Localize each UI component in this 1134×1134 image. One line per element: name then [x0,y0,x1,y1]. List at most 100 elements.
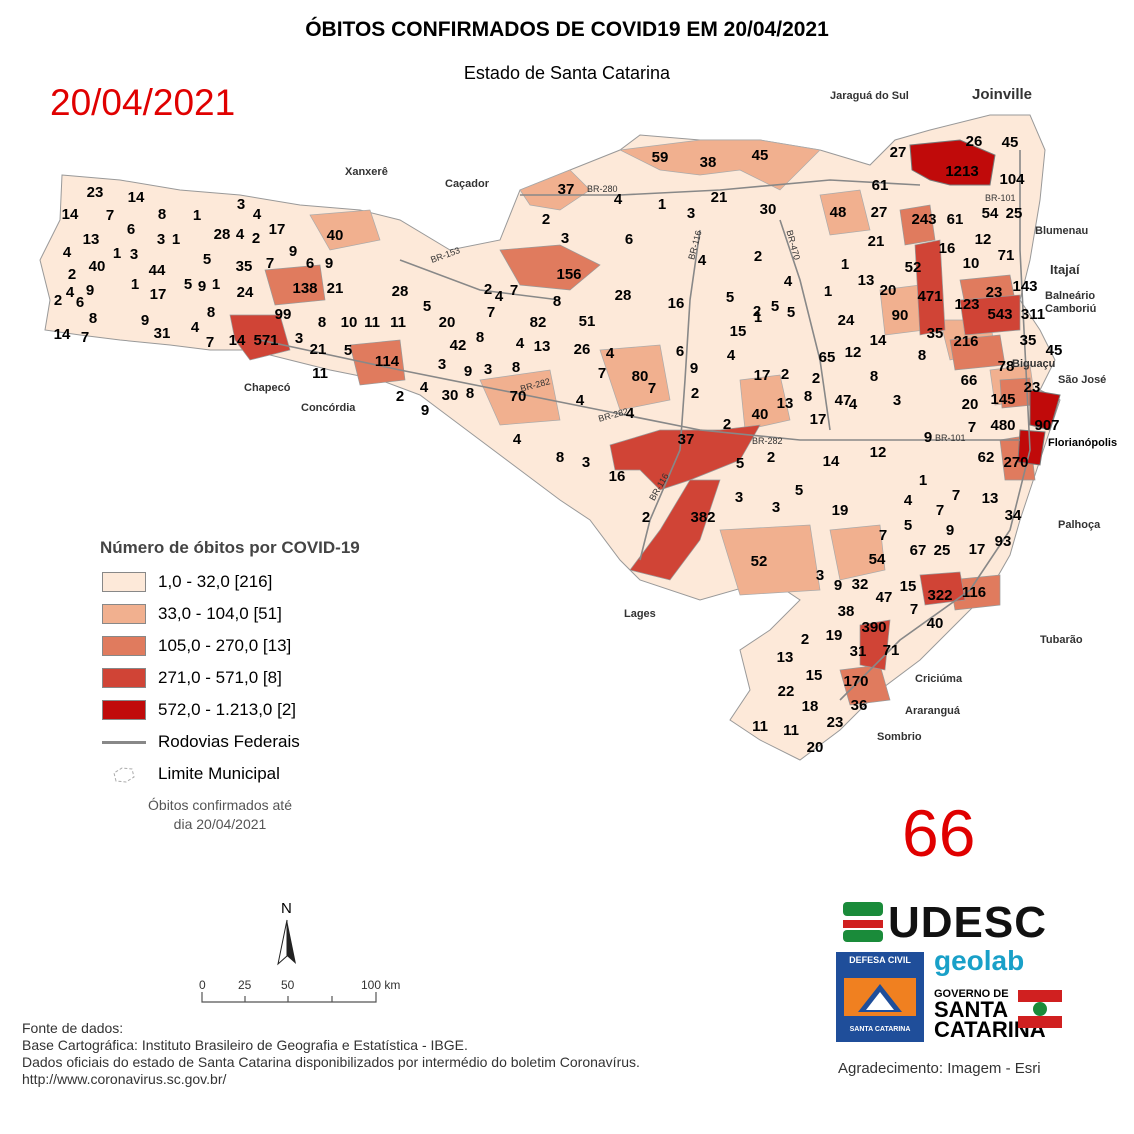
value-label: 12 [870,444,887,461]
place-sombrio: Sombrio [877,731,922,743]
road-label: BR-101 [985,193,1016,203]
source-line: Base Cartográfica: Instituto Brasileiro … [22,1037,468,1053]
legend-label: 572,0 - 1.213,0 [2] [158,700,296,719]
value-label: 8 [158,206,166,223]
value-label: 40 [89,258,106,275]
north-arrow-icon [277,919,296,966]
value-label: 19 [832,502,849,519]
value-label: 12 [975,231,992,248]
value-label: 9 [834,577,842,594]
value-label: 48 [830,204,847,221]
place-cacador: Caçador [445,178,490,190]
value-label: 13 [982,490,999,507]
value-label: 14 [62,206,79,223]
value-label: 104 [999,171,1025,188]
value-label: 2 [252,230,260,247]
count-overlay: 66 [902,796,976,870]
value-label: 4 [784,273,793,290]
value-label: 4 [626,405,635,422]
value-label: 543 [987,306,1012,323]
value-label: 38 [838,603,855,620]
value-label: 27 [871,204,888,221]
value-label: 4 [698,252,707,269]
value-label: 5 [203,251,211,268]
value-label: 13 [777,395,794,412]
value-label: 16 [939,240,956,257]
value-label: 5 [736,455,744,472]
value-label: 1 [172,231,180,248]
scale-tick: 50 [281,978,295,992]
geolab-logo: geolab [934,945,1025,976]
legend-swatch [102,604,146,624]
source-line: http://www.coronavirus.sc.gov.br/ [22,1071,227,1087]
value-label: 4 [727,347,736,364]
value-label: 40 [927,615,944,632]
value-label: 16 [668,295,685,312]
value-label: 31 [850,643,867,660]
value-label: 1 [919,472,927,489]
value-label: 243 [911,211,936,228]
value-label: 156 [556,266,581,283]
value-label: 36 [851,697,868,714]
value-label: 9 [421,402,429,419]
value-label: 4 [191,319,200,336]
value-label: 20 [807,739,824,756]
legend-item: 1,0 - 32,0 [216] [102,571,272,593]
value-label: 5 [344,342,352,359]
gov-logo-line: CATARINA [934,1017,1046,1042]
value-label: 8 [466,385,474,402]
map-subtitle: Estado de Santa Catarina [463,63,671,83]
value-label: 6 [306,255,314,272]
value-label: 20 [880,282,897,299]
place-balneario: Balneário Camboriú [1045,290,1097,315]
scale-tick: 25 [238,978,252,992]
value-label: 4 [849,396,858,413]
value-label: 44 [149,262,166,279]
value-label: 4 [420,379,429,396]
scale-bar [201,992,377,1003]
value-label: 9 [690,360,698,377]
value-label: 8 [318,314,326,331]
credit: Agradecimento: Imagem - Esri [838,1060,1041,1077]
legend-note: Óbitos confirmados até dia 20/04/2021 [100,796,340,834]
value-label: 27 [890,144,907,161]
data-sources: Fonte de dados: Base Cartográfica: Insti… [22,1020,640,1088]
value-label: 7 [487,304,495,321]
value-label: 45 [1046,342,1063,359]
value-label: 18 [802,698,819,715]
value-label: 14 [128,189,145,206]
value-label: 4 [513,431,522,448]
value-label: 1 [658,196,666,213]
udesc-logo-icon [843,902,883,942]
value-label: 3 [816,567,824,584]
value-label: 10 [341,314,358,331]
value-label: 3 [484,361,492,378]
value-label: 37 [558,181,575,198]
value-label: 270 [1003,454,1028,471]
value-label: 52 [751,553,768,570]
legend-title: Número de óbitos por COVID-19 [100,538,360,557]
value-label: 7 [510,282,518,299]
defesa-triangle-icon [858,984,902,1012]
value-label: 2 [542,211,550,228]
value-label: 28 [214,226,231,243]
value-label: 116 [962,584,986,601]
value-label: 8 [918,347,926,364]
value-label: 32 [852,576,869,593]
value-label: 1 [754,309,762,326]
value-label: 22 [778,683,795,700]
value-label: 25 [934,542,951,559]
value-label: 35 [1020,332,1037,349]
value-label: 14 [870,332,887,349]
legend-swatch [102,572,146,592]
place-palhoca: Palhoça [1058,519,1101,531]
value-label: 8 [553,293,561,310]
value-label: 5 [787,304,795,321]
value-label: 17 [150,286,167,303]
value-label: 9 [464,363,472,380]
value-label: 9 [924,429,932,446]
road-line-icon [102,740,146,744]
value-label: 382 [690,509,715,526]
legend-swatch [102,636,146,656]
scale-tick: 0 [199,978,206,992]
